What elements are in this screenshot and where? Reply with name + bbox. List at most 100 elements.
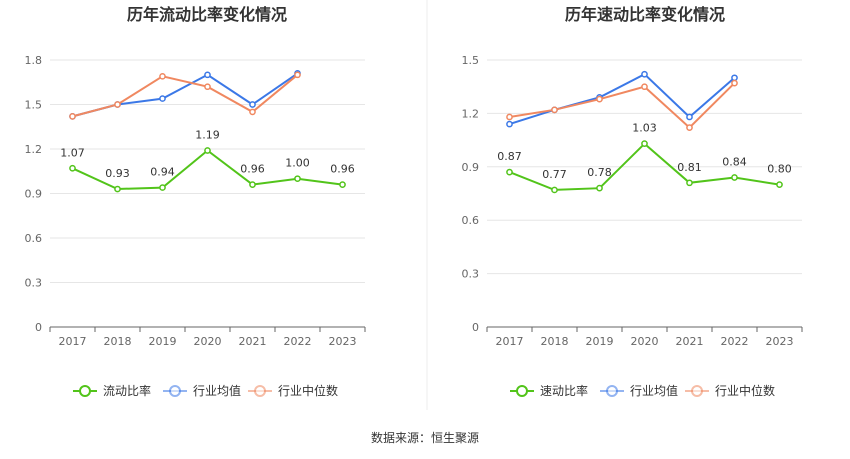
legend-swatch-marker bbox=[691, 385, 703, 397]
data-label: 0.96 bbox=[240, 163, 265, 176]
data-point[interactable] bbox=[249, 108, 256, 116]
y-tick-label: 0.3 bbox=[462, 268, 480, 281]
y-tick-label: 1.2 bbox=[462, 107, 480, 120]
data-point[interactable] bbox=[551, 106, 558, 114]
legend-item[interactable]: 行业均值 bbox=[600, 383, 678, 398]
data-label: 0.93 bbox=[105, 167, 130, 180]
data-label: 0.78 bbox=[587, 166, 612, 179]
legend-item[interactable]: 行业中位数 bbox=[248, 383, 338, 398]
data-label: 0.84 bbox=[722, 155, 747, 168]
data-point[interactable] bbox=[114, 101, 121, 108]
legend-label: 行业均值 bbox=[193, 383, 241, 398]
data-point[interactable] bbox=[641, 83, 648, 91]
data-label: 0.80 bbox=[767, 163, 792, 176]
x-tick-label: 2019 bbox=[149, 335, 177, 348]
data-point[interactable] bbox=[249, 101, 256, 108]
quick-ratio-chart: 历年速动比率变化情况 0 0.3 0.6 0.9 1.2 1.5 2017 2018 2019 20… bbox=[462, 5, 803, 398]
data-point[interactable] bbox=[641, 140, 648, 148]
data-point[interactable] bbox=[641, 70, 648, 78]
data-point[interactable] bbox=[204, 71, 211, 79]
y-tick-label: 0.3 bbox=[25, 277, 43, 290]
data-label: 1.03 bbox=[632, 122, 657, 135]
y-tick-label: 0 bbox=[472, 321, 479, 334]
legend-label: 行业中位数 bbox=[715, 383, 775, 398]
data-point[interactable] bbox=[114, 185, 121, 193]
series-line bbox=[72, 72, 299, 118]
data-point[interactable] bbox=[69, 113, 76, 120]
data-label: 0.81 bbox=[677, 161, 702, 174]
data-label: 0.96 bbox=[330, 163, 355, 176]
y-tick-label: 0.9 bbox=[25, 188, 43, 201]
legend-item[interactable]: 流动比率 bbox=[73, 383, 151, 398]
data-point[interactable] bbox=[294, 71, 301, 79]
data-point[interactable] bbox=[204, 147, 211, 154]
y-tick-label: 0.6 bbox=[25, 232, 43, 245]
legend-label: 行业均值 bbox=[630, 383, 678, 398]
y-tick-label: 0.6 bbox=[462, 214, 480, 227]
data-source-note: 数据来源：恒生聚源 bbox=[371, 430, 479, 445]
x-tick-label: 2018 bbox=[541, 335, 569, 348]
chart-title: 历年流动比率变化情况 bbox=[127, 5, 287, 24]
data-point[interactable] bbox=[159, 184, 166, 191]
data-point[interactable] bbox=[731, 79, 738, 87]
data-point[interactable] bbox=[731, 174, 738, 181]
x-tick-label: 2020 bbox=[194, 335, 222, 348]
x-tick-label: 2017 bbox=[496, 335, 524, 348]
x-tick-label: 2020 bbox=[631, 335, 659, 348]
legend-swatch-marker bbox=[169, 385, 181, 397]
data-point[interactable] bbox=[159, 95, 166, 102]
series-line bbox=[509, 72, 736, 126]
legend-item[interactable]: 行业均值 bbox=[163, 383, 241, 398]
data-point[interactable] bbox=[506, 168, 513, 176]
y-tick-label: 1.8 bbox=[25, 54, 43, 67]
chart-title: 历年速动比率变化情况 bbox=[565, 5, 725, 24]
data-label: 0.77 bbox=[542, 168, 567, 181]
data-point[interactable] bbox=[596, 95, 603, 103]
legend-swatch-marker bbox=[606, 385, 618, 397]
data-point[interactable] bbox=[249, 181, 256, 188]
data-label: 1.07 bbox=[60, 146, 85, 159]
x-tick-label: 2017 bbox=[59, 335, 87, 348]
data-label: 1.19 bbox=[195, 128, 220, 141]
data-point[interactable] bbox=[506, 113, 513, 121]
data-point[interactable] bbox=[204, 83, 211, 91]
legend-item[interactable]: 速动比率 bbox=[510, 383, 588, 398]
data-point[interactable] bbox=[686, 113, 693, 121]
x-tick-label: 2022 bbox=[284, 335, 312, 348]
data-point[interactable] bbox=[686, 124, 693, 131]
x-tick-label: 2023 bbox=[766, 335, 794, 348]
y-tick-label: 0.9 bbox=[462, 161, 480, 174]
legend-item[interactable]: 行业中位数 bbox=[685, 383, 775, 398]
data-point[interactable] bbox=[551, 186, 558, 194]
legend-label: 行业中位数 bbox=[278, 383, 338, 398]
data-point[interactable] bbox=[776, 181, 783, 188]
y-tick-label: 1.5 bbox=[462, 54, 480, 67]
data-point[interactable] bbox=[596, 184, 603, 192]
data-label: 0.87 bbox=[497, 150, 522, 163]
legend-swatch-marker bbox=[516, 385, 528, 397]
series-line bbox=[509, 82, 736, 129]
data-point[interactable] bbox=[294, 175, 301, 183]
data-label: 0.94 bbox=[150, 166, 175, 179]
y-tick-label: 0 bbox=[35, 321, 42, 334]
data-point[interactable] bbox=[731, 74, 738, 82]
x-tick-label: 2018 bbox=[104, 335, 132, 348]
x-tick-label: 2021 bbox=[676, 335, 704, 348]
data-point[interactable] bbox=[159, 72, 166, 80]
legend-swatch-marker bbox=[79, 385, 91, 397]
current-ratio-chart: 历年流动比率变化情况 0 0.3 0.6 0.9 1.2 1.5 1.8 2017 2018 201… bbox=[25, 5, 366, 398]
legend-label: 流动比率 bbox=[103, 383, 151, 398]
data-point[interactable] bbox=[506, 120, 513, 128]
x-tick-label: 2023 bbox=[329, 335, 357, 348]
y-tick-label: 1.5 bbox=[25, 99, 43, 112]
y-tick-label: 1.2 bbox=[25, 143, 43, 156]
data-point[interactable] bbox=[69, 164, 76, 172]
data-label: 1.00 bbox=[285, 157, 310, 170]
data-point[interactable] bbox=[686, 179, 693, 187]
series-line bbox=[72, 74, 299, 118]
legend-swatch-marker bbox=[254, 385, 266, 397]
x-tick-label: 2022 bbox=[721, 335, 749, 348]
legend-label: 速动比率 bbox=[540, 383, 588, 398]
data-point[interactable] bbox=[339, 181, 346, 188]
